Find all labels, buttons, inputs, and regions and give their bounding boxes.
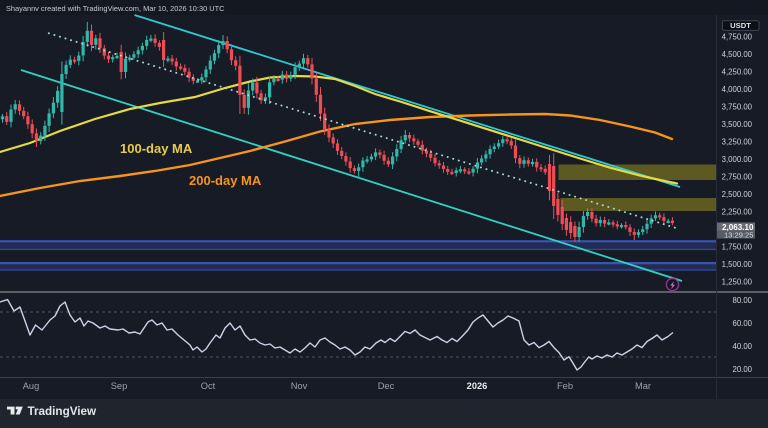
svg-text:1,750.00: 1,750.00 bbox=[722, 242, 753, 251]
svg-text:40.00: 40.00 bbox=[732, 342, 752, 351]
svg-text:60.00: 60.00 bbox=[732, 319, 752, 328]
svg-text:Shayannv created with TradingV: Shayannv created with TradingView.com, M… bbox=[6, 4, 225, 13]
svg-text:Dec: Dec bbox=[378, 381, 395, 391]
svg-text:4,000.00: 4,000.00 bbox=[722, 85, 753, 94]
svg-text:2,500.00: 2,500.00 bbox=[722, 190, 753, 199]
svg-text:Nov: Nov bbox=[291, 381, 308, 391]
svg-text:4,500.00: 4,500.00 bbox=[722, 50, 753, 59]
svg-text:TradingView: TradingView bbox=[28, 405, 98, 418]
svg-text:13:29:25: 13:29:25 bbox=[724, 231, 754, 240]
svg-text:1,250.00: 1,250.00 bbox=[722, 277, 753, 286]
svg-text:USDT: USDT bbox=[730, 21, 751, 30]
svg-text:1,500.00: 1,500.00 bbox=[722, 260, 753, 269]
svg-text:Mar: Mar bbox=[635, 381, 651, 391]
svg-text:3,750.00: 3,750.00 bbox=[722, 102, 753, 111]
svg-text:20.00: 20.00 bbox=[732, 365, 752, 374]
svg-text:3,250.00: 3,250.00 bbox=[722, 137, 753, 146]
svg-text:80.00: 80.00 bbox=[732, 296, 752, 305]
svg-text:Oct: Oct bbox=[201, 381, 216, 391]
svg-text:4,250.00: 4,250.00 bbox=[722, 67, 753, 76]
svg-text:2026: 2026 bbox=[467, 381, 488, 391]
svg-text:4,750.00: 4,750.00 bbox=[722, 32, 753, 41]
svg-text:100-day MA: 100-day MA bbox=[120, 141, 193, 156]
svg-text:200-day MA: 200-day MA bbox=[189, 173, 262, 188]
svg-text:Sep: Sep bbox=[111, 381, 128, 391]
svg-text:2,250.00: 2,250.00 bbox=[722, 207, 753, 216]
svg-text:2,063.10: 2,063.10 bbox=[722, 223, 754, 232]
svg-text:Feb: Feb bbox=[557, 381, 573, 391]
svg-text:2,750.00: 2,750.00 bbox=[722, 172, 753, 181]
svg-text:3,000.00: 3,000.00 bbox=[722, 155, 753, 164]
svg-text:3,500.00: 3,500.00 bbox=[722, 120, 753, 129]
svg-text:Aug: Aug bbox=[23, 381, 40, 391]
